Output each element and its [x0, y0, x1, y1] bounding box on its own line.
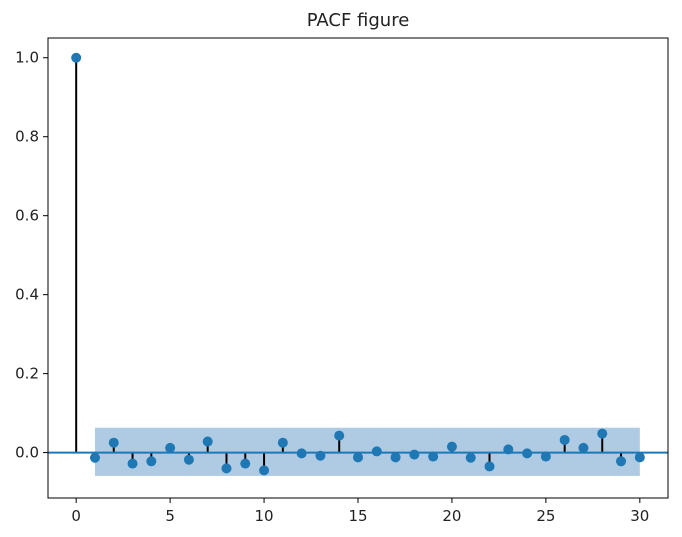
pacf-marker [597, 428, 608, 439]
pacf-marker [428, 451, 439, 462]
y-tick-label: 0.4 [15, 286, 39, 304]
pacf-marker [503, 444, 514, 455]
y-tick-label: 0.0 [15, 444, 39, 462]
y-tick-label: 0.2 [15, 365, 39, 383]
pacf-marker [240, 458, 251, 469]
pacf-marker [183, 454, 194, 465]
pacf-marker [127, 458, 138, 469]
x-tick-label: 10 [255, 507, 274, 525]
y-tick-label: 0.6 [15, 207, 39, 225]
pacf-marker [578, 442, 589, 453]
pacf-marker [315, 450, 326, 461]
pacf-marker [89, 452, 100, 463]
y-axis: 0.0 0.2 0.4 0.6 0.8 1.0 [15, 49, 48, 462]
pacf-marker [146, 456, 157, 467]
x-axis: 0 5 10 15 20 25 30 [71, 498, 649, 525]
chart-title: PACF figure [307, 10, 410, 31]
x-tick-label: 15 [348, 507, 367, 525]
y-tick-label: 1.0 [15, 49, 39, 67]
pacf-marker [165, 442, 176, 453]
pacf-marker [465, 452, 476, 463]
pacf-marker [522, 448, 533, 459]
pacf-marker [409, 449, 420, 460]
pacf-marker [221, 463, 232, 474]
y-tick-label: 0.8 [15, 128, 39, 146]
pacf-marker [540, 451, 551, 462]
pacf-marker [353, 452, 363, 463]
x-tick-label: 20 [442, 507, 461, 525]
pacf-marker [634, 452, 645, 463]
pacf-marker [484, 461, 495, 472]
markers-group [71, 52, 645, 476]
stems-group [75, 57, 641, 471]
pacf-marker [108, 437, 119, 448]
pacf-marker [559, 434, 570, 445]
x-tick-label: 5 [165, 507, 175, 525]
pacf-marker [202, 436, 213, 447]
pacf-marker [616, 456, 627, 467]
pacf-marker [277, 437, 288, 448]
pacf-marker [259, 465, 270, 476]
x-tick-label: 0 [71, 507, 81, 525]
x-tick-label: 30 [630, 507, 649, 525]
pacf-marker [390, 452, 401, 463]
x-tick-label: 25 [536, 507, 555, 525]
pacf-marker [71, 52, 82, 63]
pacf-marker [296, 448, 307, 459]
pacf-marker [446, 441, 457, 452]
pacf-marker [371, 446, 382, 457]
pacf-marker [334, 430, 345, 441]
